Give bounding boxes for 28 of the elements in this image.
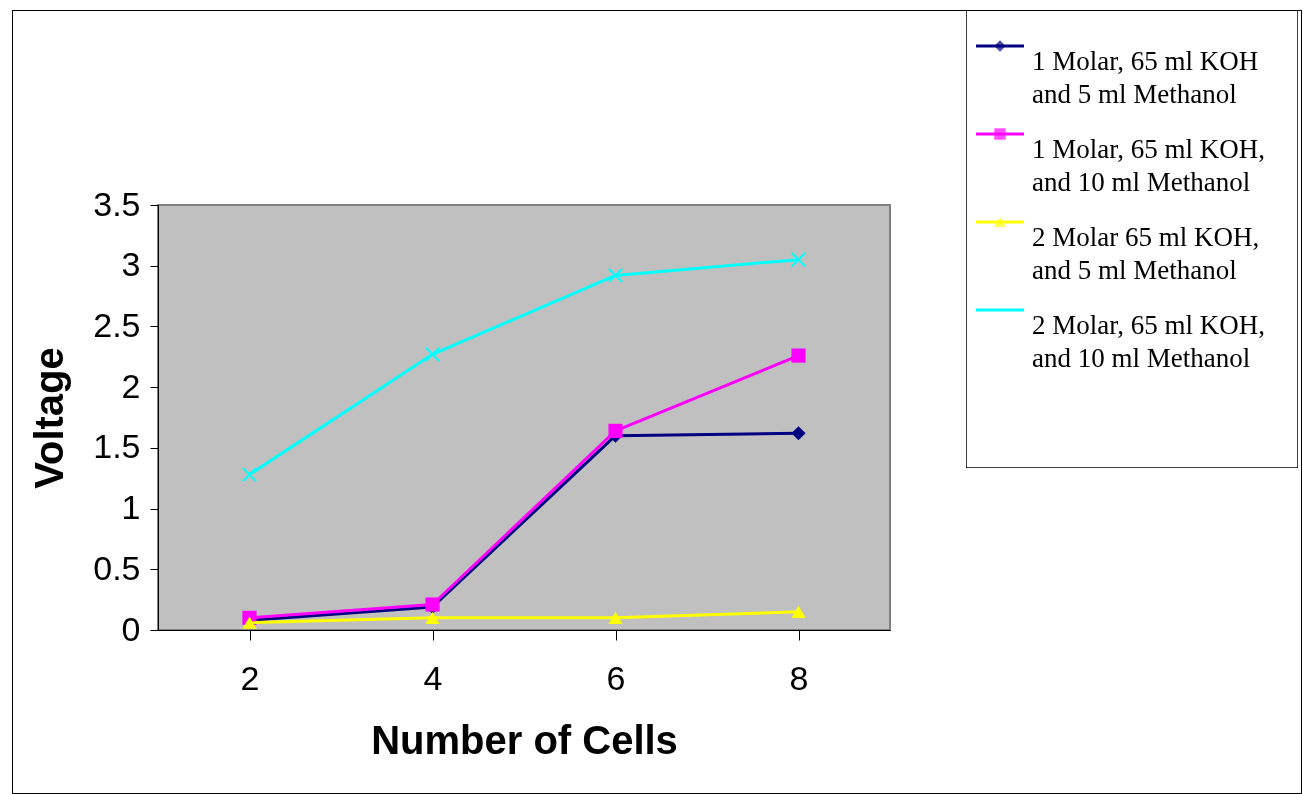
y-tick-label: 1 — [121, 488, 141, 527]
legend-label: 1 Molar, 65 ml KOH and 5 ml Methanol — [1032, 46, 1259, 109]
point — [791, 348, 806, 363]
x-tick-label: 4 — [423, 658, 443, 697]
point — [608, 611, 623, 624]
x-tick-label: 8 — [789, 658, 809, 697]
y-axis-title: Voltage — [27, 347, 72, 489]
point — [791, 605, 806, 618]
point — [424, 346, 441, 363]
legend-label: 2 Molar, 65 ml KOH, and 10 ml Methanol — [1032, 310, 1265, 373]
legend-label: 1 Molar, 65 ml KOH, and 10 ml Methanol — [1032, 134, 1265, 197]
y-tick-label: 2 — [121, 366, 141, 405]
point — [425, 611, 440, 624]
x-axis-title: Number of Cells — [371, 717, 678, 762]
point — [241, 466, 258, 483]
x-tick-label: 6 — [606, 658, 626, 697]
y-tick-label: 0 — [121, 609, 141, 648]
point — [790, 251, 807, 268]
y-tick-label: 3 — [121, 245, 141, 284]
legend-label: 2 Molar 65 ml KOH, and 5 ml Methanol — [1032, 222, 1260, 285]
point — [791, 426, 806, 441]
y-tick-label: 3.5 — [93, 184, 141, 223]
point — [608, 423, 623, 438]
point — [607, 267, 624, 284]
x-tick-label: 2 — [240, 658, 260, 697]
y-tick-label: 2.5 — [93, 305, 141, 344]
y-tick-label: 0.5 — [93, 548, 141, 587]
y-tick-label: 1.5 — [93, 427, 141, 466]
